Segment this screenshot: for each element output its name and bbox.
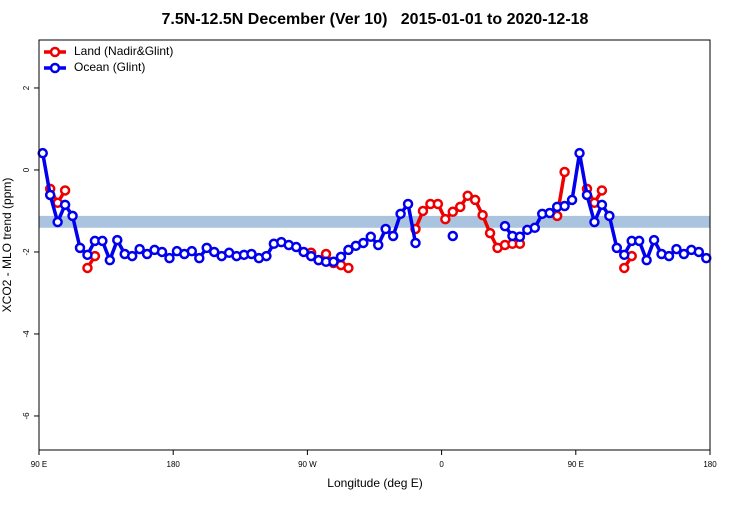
data-point bbox=[261, 250, 272, 262]
x-tick-label: 90 E bbox=[568, 460, 584, 469]
x-axis-label: Longitude (deg E) bbox=[327, 476, 422, 490]
data-point bbox=[380, 223, 391, 235]
data-point bbox=[343, 244, 354, 256]
legend-marker bbox=[49, 62, 61, 74]
data-point bbox=[305, 250, 317, 262]
y-tick-label: -2 bbox=[22, 248, 31, 256]
data-point bbox=[663, 250, 675, 262]
data-point bbox=[365, 231, 377, 243]
y-axis-label: XCO2 - MLO trend (ppm) bbox=[0, 178, 14, 313]
data-point bbox=[141, 248, 153, 260]
data-point bbox=[648, 234, 660, 246]
data-point bbox=[574, 147, 585, 159]
data-point bbox=[693, 246, 705, 258]
data-point bbox=[156, 246, 168, 258]
data-point bbox=[59, 185, 71, 196]
data-point bbox=[619, 249, 630, 261]
data-point bbox=[97, 235, 108, 247]
data-point bbox=[372, 239, 384, 251]
legend-marker bbox=[49, 46, 61, 58]
legend-label: Ocean (Glint) bbox=[74, 60, 145, 74]
data-point bbox=[619, 262, 630, 274]
data-point bbox=[290, 241, 302, 253]
plot-frame bbox=[38, 39, 711, 451]
data-point bbox=[454, 201, 466, 213]
data-point bbox=[201, 242, 212, 254]
x-tick-label: 90 W bbox=[298, 460, 317, 469]
data-point bbox=[82, 249, 93, 261]
data-point bbox=[462, 190, 473, 202]
x-tick-label: 180 bbox=[703, 460, 717, 469]
y-tick-label: -4 bbox=[22, 330, 31, 338]
data-point bbox=[611, 242, 623, 254]
data-point bbox=[440, 213, 451, 225]
data-point bbox=[447, 206, 459, 218]
data-point bbox=[74, 242, 86, 254]
data-point bbox=[559, 166, 570, 178]
data-point bbox=[469, 194, 481, 206]
data-point bbox=[246, 248, 257, 260]
data-point bbox=[477, 209, 488, 221]
data-point bbox=[112, 234, 123, 246]
data-point bbox=[484, 227, 496, 239]
data-point bbox=[59, 199, 71, 211]
data-point bbox=[499, 220, 511, 232]
data-point bbox=[395, 208, 406, 220]
x-tick-label: 90 E bbox=[31, 460, 47, 469]
data-point bbox=[52, 216, 63, 228]
data-point bbox=[529, 222, 541, 234]
data-point bbox=[432, 198, 444, 210]
data-point bbox=[402, 198, 414, 210]
data-point bbox=[581, 189, 593, 201]
data-point bbox=[208, 246, 220, 258]
y-tick-label: 2 bbox=[22, 85, 31, 90]
data-point bbox=[678, 248, 690, 260]
data-point bbox=[701, 252, 712, 264]
data-point bbox=[82, 262, 93, 274]
x-tick-label: 180 bbox=[167, 460, 181, 469]
data-point bbox=[544, 207, 555, 219]
data-point bbox=[343, 262, 354, 274]
data-point bbox=[641, 254, 652, 266]
data-point bbox=[104, 254, 116, 266]
data-point bbox=[671, 243, 682, 255]
data-point bbox=[514, 231, 526, 243]
y-tick-label: -6 bbox=[22, 412, 31, 420]
data-point bbox=[44, 189, 56, 201]
data-point bbox=[328, 256, 339, 268]
data-point bbox=[186, 245, 198, 257]
data-point bbox=[126, 250, 138, 262]
data-point bbox=[387, 230, 399, 242]
y-tick-label: 0 bbox=[22, 167, 31, 172]
data-point bbox=[134, 243, 145, 255]
chart-title: 7.5N-12.5N December (Ver 10) 2015-01-01 … bbox=[162, 11, 589, 28]
reference-band bbox=[39, 215, 710, 228]
data-point bbox=[37, 147, 48, 159]
data-point bbox=[589, 216, 600, 228]
data-point bbox=[559, 200, 570, 212]
legend-label: Land (Nadir&Glint) bbox=[74, 44, 173, 58]
x-tick-label: 0 bbox=[439, 460, 444, 469]
data-point bbox=[67, 210, 78, 222]
data-point bbox=[596, 199, 608, 211]
data-point bbox=[417, 205, 429, 217]
data-point bbox=[604, 210, 615, 222]
data-point bbox=[596, 185, 608, 196]
data-point bbox=[447, 230, 459, 242]
data-point bbox=[566, 194, 578, 206]
data-point bbox=[410, 237, 421, 249]
data-point bbox=[633, 235, 645, 247]
data-point bbox=[194, 252, 205, 264]
data-point bbox=[335, 251, 347, 263]
data-point bbox=[298, 246, 309, 258]
data-point bbox=[164, 252, 175, 264]
data-point bbox=[358, 237, 369, 249]
